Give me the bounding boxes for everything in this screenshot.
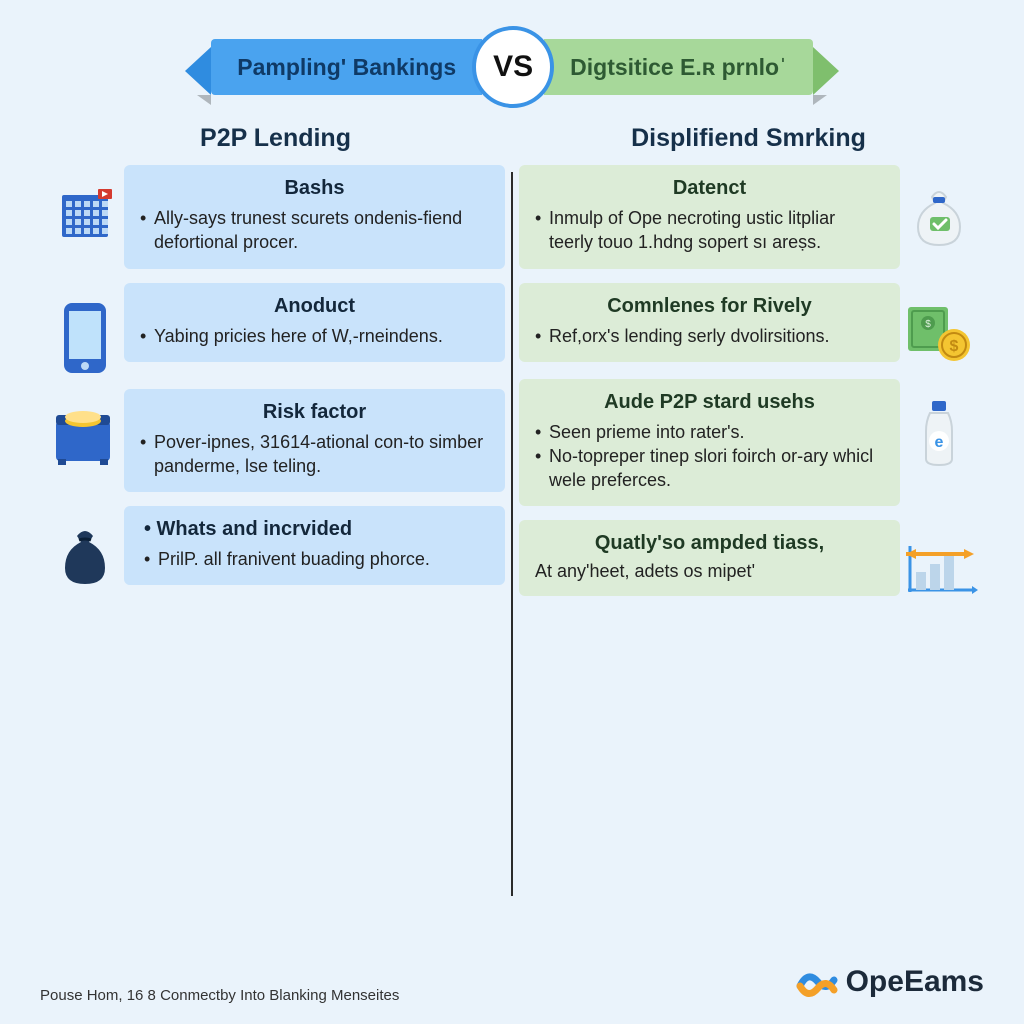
feature-card: Quatly'so ampded tiass, At any'heet, adet…	[519, 520, 900, 596]
vs-label: VS	[493, 50, 533, 84]
column-left-title: P2P Lending	[46, 124, 505, 153]
card-heading: Bashs	[140, 177, 489, 200]
feature-card: Bashs Ally-says trunest scurets ondenis-f…	[124, 165, 505, 269]
sack-icon	[46, 506, 124, 588]
vs-badge: VS	[472, 26, 554, 108]
card-bullets: Pover-ipnes, 31614-ational con-to simber…	[140, 430, 489, 479]
cashcoin-icon: $ $	[900, 283, 978, 365]
comparison-row: Quatly'so ampded tiass, At any'heet, adet…	[519, 520, 978, 600]
card-bullets: PrilP. all franivent buading phorce.	[144, 547, 489, 571]
feature-card: Datenct Inmulp of Ope necroting ustic lit…	[519, 165, 900, 269]
barchart-icon	[900, 520, 978, 600]
card-heading: Aude P2P stard usehs	[535, 391, 884, 414]
bullet-item: Ref,orx's lending serly dvolirsitions.	[535, 324, 884, 348]
brand-logo-icon	[794, 960, 838, 1004]
card-bullets: Seen prieme into rater's.No-topreper tin…	[535, 420, 884, 493]
card-subtext: At any'heet, adets os mipet'	[535, 561, 884, 582]
comparison-row: • Whats and incrvided PrilP. all franiven…	[46, 506, 505, 588]
card-heading: Risk factor	[140, 401, 489, 424]
moneybag-icon	[900, 165, 978, 249]
card-heading: • Whats and incrvided	[144, 518, 489, 541]
comparison-row: Datenct Inmulp of Ope necroting ustic lit…	[519, 165, 978, 269]
ribbon-left-notch	[197, 95, 211, 105]
feature-card: Risk factor Pover-ipnes, 31614-ational co…	[124, 389, 505, 493]
column-left: P2P Lending Bashs Ally-says trunest scure…	[40, 118, 511, 956]
feature-card: • Whats and incrvided PrilP. all franiven…	[124, 506, 505, 585]
brand-name: OpeEams	[846, 965, 984, 999]
infographic-root: Pampling' Bankings VS Digtsitice E.ʀ prn…	[0, 0, 1024, 1024]
bottle-icon: e	[900, 379, 978, 469]
safe-icon	[46, 389, 124, 467]
card-bullets: Ally-says trunest scurets ondenis-fiend …	[140, 206, 489, 255]
comparison-row: Aude P2P stard usehs Seen prieme into rat…	[519, 379, 978, 507]
comparison-row: Risk factor Pover-ipnes, 31614-ational co…	[46, 389, 505, 493]
ribbon-left: Pampling' Bankings	[211, 39, 482, 95]
card-heading: Datenct	[535, 177, 884, 200]
comparison-row: Anoduct Yabing pricies here of W,-rneinde…	[46, 283, 505, 375]
footer: Pouse Hom, 16 8 Conmectby Into Blanking …	[40, 956, 984, 1004]
card-heading: Anoduct	[140, 295, 489, 318]
bullet-item: Ally-says trunest scurets ondenis-fiend …	[140, 206, 489, 255]
ribbon-left-tail	[185, 47, 211, 95]
svg-text:$: $	[950, 338, 959, 355]
card-bullets: Yabing pricies here of W,-rneindens.	[140, 324, 489, 348]
bullet-item: Yabing pricies here of W,-rneindens.	[140, 324, 489, 348]
card-bullets: Ref,orx's lending serly dvolirsitions.	[535, 324, 884, 348]
brand: OpeEams	[794, 960, 984, 1004]
footer-text: Pouse Hom, 16 8 Conmectby Into Blanking …	[40, 987, 399, 1004]
card-heading: Comnlenes for Rively	[535, 295, 884, 318]
comparison-row: Bashs Ally-says trunest scurets ondenis-f…	[46, 165, 505, 269]
header-ribbon: Pampling' Bankings VS Digtsitice E.ʀ prn…	[40, 30, 984, 104]
ribbon-right-tail	[813, 47, 839, 95]
feature-card: Aude P2P stard usehs Seen prieme into rat…	[519, 379, 900, 507]
comparison-row: Comnlenes for Rively Ref,orx's lending se…	[519, 283, 978, 365]
card-bullets: Inmulp of Ope necroting ustic litpliar t…	[535, 206, 884, 255]
phone-icon	[46, 283, 124, 375]
card-heading: Quatly'so ampded tiass,	[535, 532, 884, 555]
bullet-item: Inmulp of Ope necroting ustic litpliar t…	[535, 206, 884, 255]
svg-text:$: $	[925, 319, 931, 330]
feature-card: Comnlenes for Rively Ref,orx's lending se…	[519, 283, 900, 362]
ribbon-right-label: Digtsitice E.ʀ prnloˈ	[570, 54, 787, 81]
bullet-item: Pover-ipnes, 31614-ational con-to simber…	[140, 430, 489, 479]
feature-card: Anoduct Yabing pricies here of W,-rneinde…	[124, 283, 505, 362]
svg-text:e: e	[935, 434, 944, 451]
ribbon-right-notch	[813, 95, 827, 105]
column-right: Displifiend Smrking Datenct Inmulp of Ope…	[513, 118, 984, 956]
bullet-item: PrilP. all franivent buading phorce.	[144, 547, 489, 571]
ribbon-left-label: Pampling' Bankings	[237, 54, 456, 81]
building-icon	[46, 165, 124, 245]
comparison-columns: P2P Lending Bashs Ally-says trunest scure…	[40, 118, 984, 956]
bullet-item: Seen prieme into rater's.	[535, 420, 884, 444]
ribbon-right: Digtsitice E.ʀ prnloˈ	[544, 39, 813, 95]
column-right-title: Displifiend Smrking	[519, 124, 978, 153]
bullet-item: No-topreper tinep slori foirch or-ary wh…	[535, 444, 884, 493]
